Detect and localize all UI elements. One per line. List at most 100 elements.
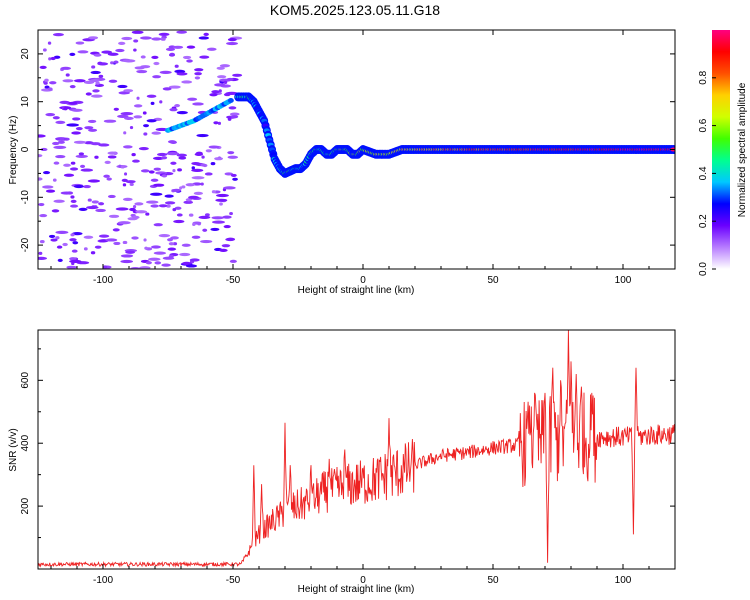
noise-speckle xyxy=(145,212,150,216)
colorbar-tick-label: 0.2 xyxy=(698,214,709,228)
noise-speckle xyxy=(211,90,220,94)
noise-speckle xyxy=(78,207,88,211)
noise-speckle xyxy=(50,238,58,242)
noise-speckle xyxy=(229,112,240,116)
noise-speckle xyxy=(177,168,182,172)
noise-speckle xyxy=(70,233,75,237)
noise-speckle xyxy=(197,222,201,226)
noise-speckle xyxy=(150,204,159,208)
noise-speckle xyxy=(94,245,102,249)
noise-speckle xyxy=(118,41,126,45)
noise-speckle xyxy=(164,201,176,205)
noise-speckle xyxy=(217,75,227,79)
colorbar-tick-label: 0.0 xyxy=(698,262,709,276)
noise-speckle xyxy=(106,177,112,181)
noise-speckle xyxy=(170,161,177,165)
spectrogram-y-label: Frequency (Hz) xyxy=(8,116,19,185)
noise-speckle xyxy=(57,258,63,262)
noise-speckle xyxy=(174,69,186,74)
noise-speckle xyxy=(146,94,157,98)
noise-speckle xyxy=(209,93,218,97)
noise-speckle xyxy=(140,169,150,173)
noise-speckle xyxy=(48,57,52,61)
noise-speckle xyxy=(113,241,121,246)
noise-speckle xyxy=(224,172,234,176)
noise-speckle xyxy=(92,89,100,93)
noise-speckle xyxy=(107,194,116,199)
noise-speckle xyxy=(133,48,137,52)
noise-speckle xyxy=(120,254,134,258)
noise-speckle xyxy=(145,261,152,265)
noise-speckle xyxy=(181,185,186,189)
noise-speckle xyxy=(166,152,180,156)
noise-speckle xyxy=(172,169,176,173)
noise-speckle xyxy=(222,215,232,219)
spectrogram-noise-layer xyxy=(38,30,243,269)
noise-speckle xyxy=(153,223,163,227)
noise-speckle xyxy=(140,55,146,59)
snr-line-layer xyxy=(38,330,675,568)
noise-speckle xyxy=(107,155,117,159)
noise-speckle xyxy=(38,251,43,255)
x-tick-label: 100 xyxy=(615,275,632,286)
noise-speckle xyxy=(194,76,201,80)
colorbar-label: Normalized spectral amplitude xyxy=(737,82,748,217)
noise-speckle xyxy=(70,199,77,203)
noise-speckle xyxy=(75,41,85,45)
noise-speckle xyxy=(146,200,159,204)
noise-speckle xyxy=(69,52,76,56)
noise-speckle xyxy=(200,239,213,244)
snr-y-ticks: 200 400 600 xyxy=(20,348,675,539)
noise-speckle xyxy=(53,199,65,203)
noise-speckle xyxy=(153,183,165,187)
noise-speckle xyxy=(105,238,118,242)
noise-speckle xyxy=(50,56,56,61)
noise-speckle xyxy=(84,126,94,130)
noise-speckle xyxy=(66,123,79,127)
noise-speckle xyxy=(162,256,175,260)
noise-speckle xyxy=(98,202,105,206)
noise-speckle xyxy=(101,50,113,54)
noise-speckle xyxy=(122,59,136,63)
noise-speckle xyxy=(213,121,219,125)
noise-speckle xyxy=(90,70,101,75)
y-tick-label: 0 xyxy=(20,146,31,152)
noise-speckle xyxy=(72,117,81,121)
noise-speckle xyxy=(143,238,147,242)
noise-speckle xyxy=(63,163,71,167)
noise-speckle xyxy=(104,160,111,164)
noise-speckle xyxy=(229,259,237,263)
noise-speckle xyxy=(204,213,210,217)
noise-speckle xyxy=(102,265,108,269)
noise-speckle xyxy=(94,155,99,159)
noise-speckle xyxy=(69,85,76,89)
noise-speckle xyxy=(88,36,99,40)
noise-speckle xyxy=(108,214,120,218)
noise-speckle xyxy=(131,30,144,34)
noise-speckle xyxy=(176,111,188,115)
noise-speckle xyxy=(228,106,237,110)
noise-speckle xyxy=(75,154,88,159)
y-tick-label: 20 xyxy=(20,48,31,60)
noise-speckle xyxy=(139,36,152,40)
spectrogram-x-ticks: -100 -50 0 50 100 xyxy=(50,30,676,286)
noise-speckle xyxy=(142,111,147,115)
noise-speckle xyxy=(73,79,86,83)
colorbar-tick-label: 0.8 xyxy=(698,70,709,84)
noise-speckle xyxy=(73,140,87,144)
noise-speckle xyxy=(178,156,187,160)
noise-speckle xyxy=(219,248,228,252)
x-tick-label: 0 xyxy=(360,275,366,286)
noise-speckle xyxy=(219,202,223,206)
noise-speckle xyxy=(212,220,225,224)
noise-speckle xyxy=(176,213,183,217)
noise-speckle xyxy=(83,247,88,251)
noise-speckle xyxy=(174,64,179,68)
noise-speckle xyxy=(191,166,195,170)
noise-speckle xyxy=(154,261,162,265)
noise-speckle xyxy=(124,116,134,120)
noise-speckle xyxy=(53,161,60,165)
y-tick-label: -20 xyxy=(20,237,31,252)
noise-speckle xyxy=(227,155,239,159)
